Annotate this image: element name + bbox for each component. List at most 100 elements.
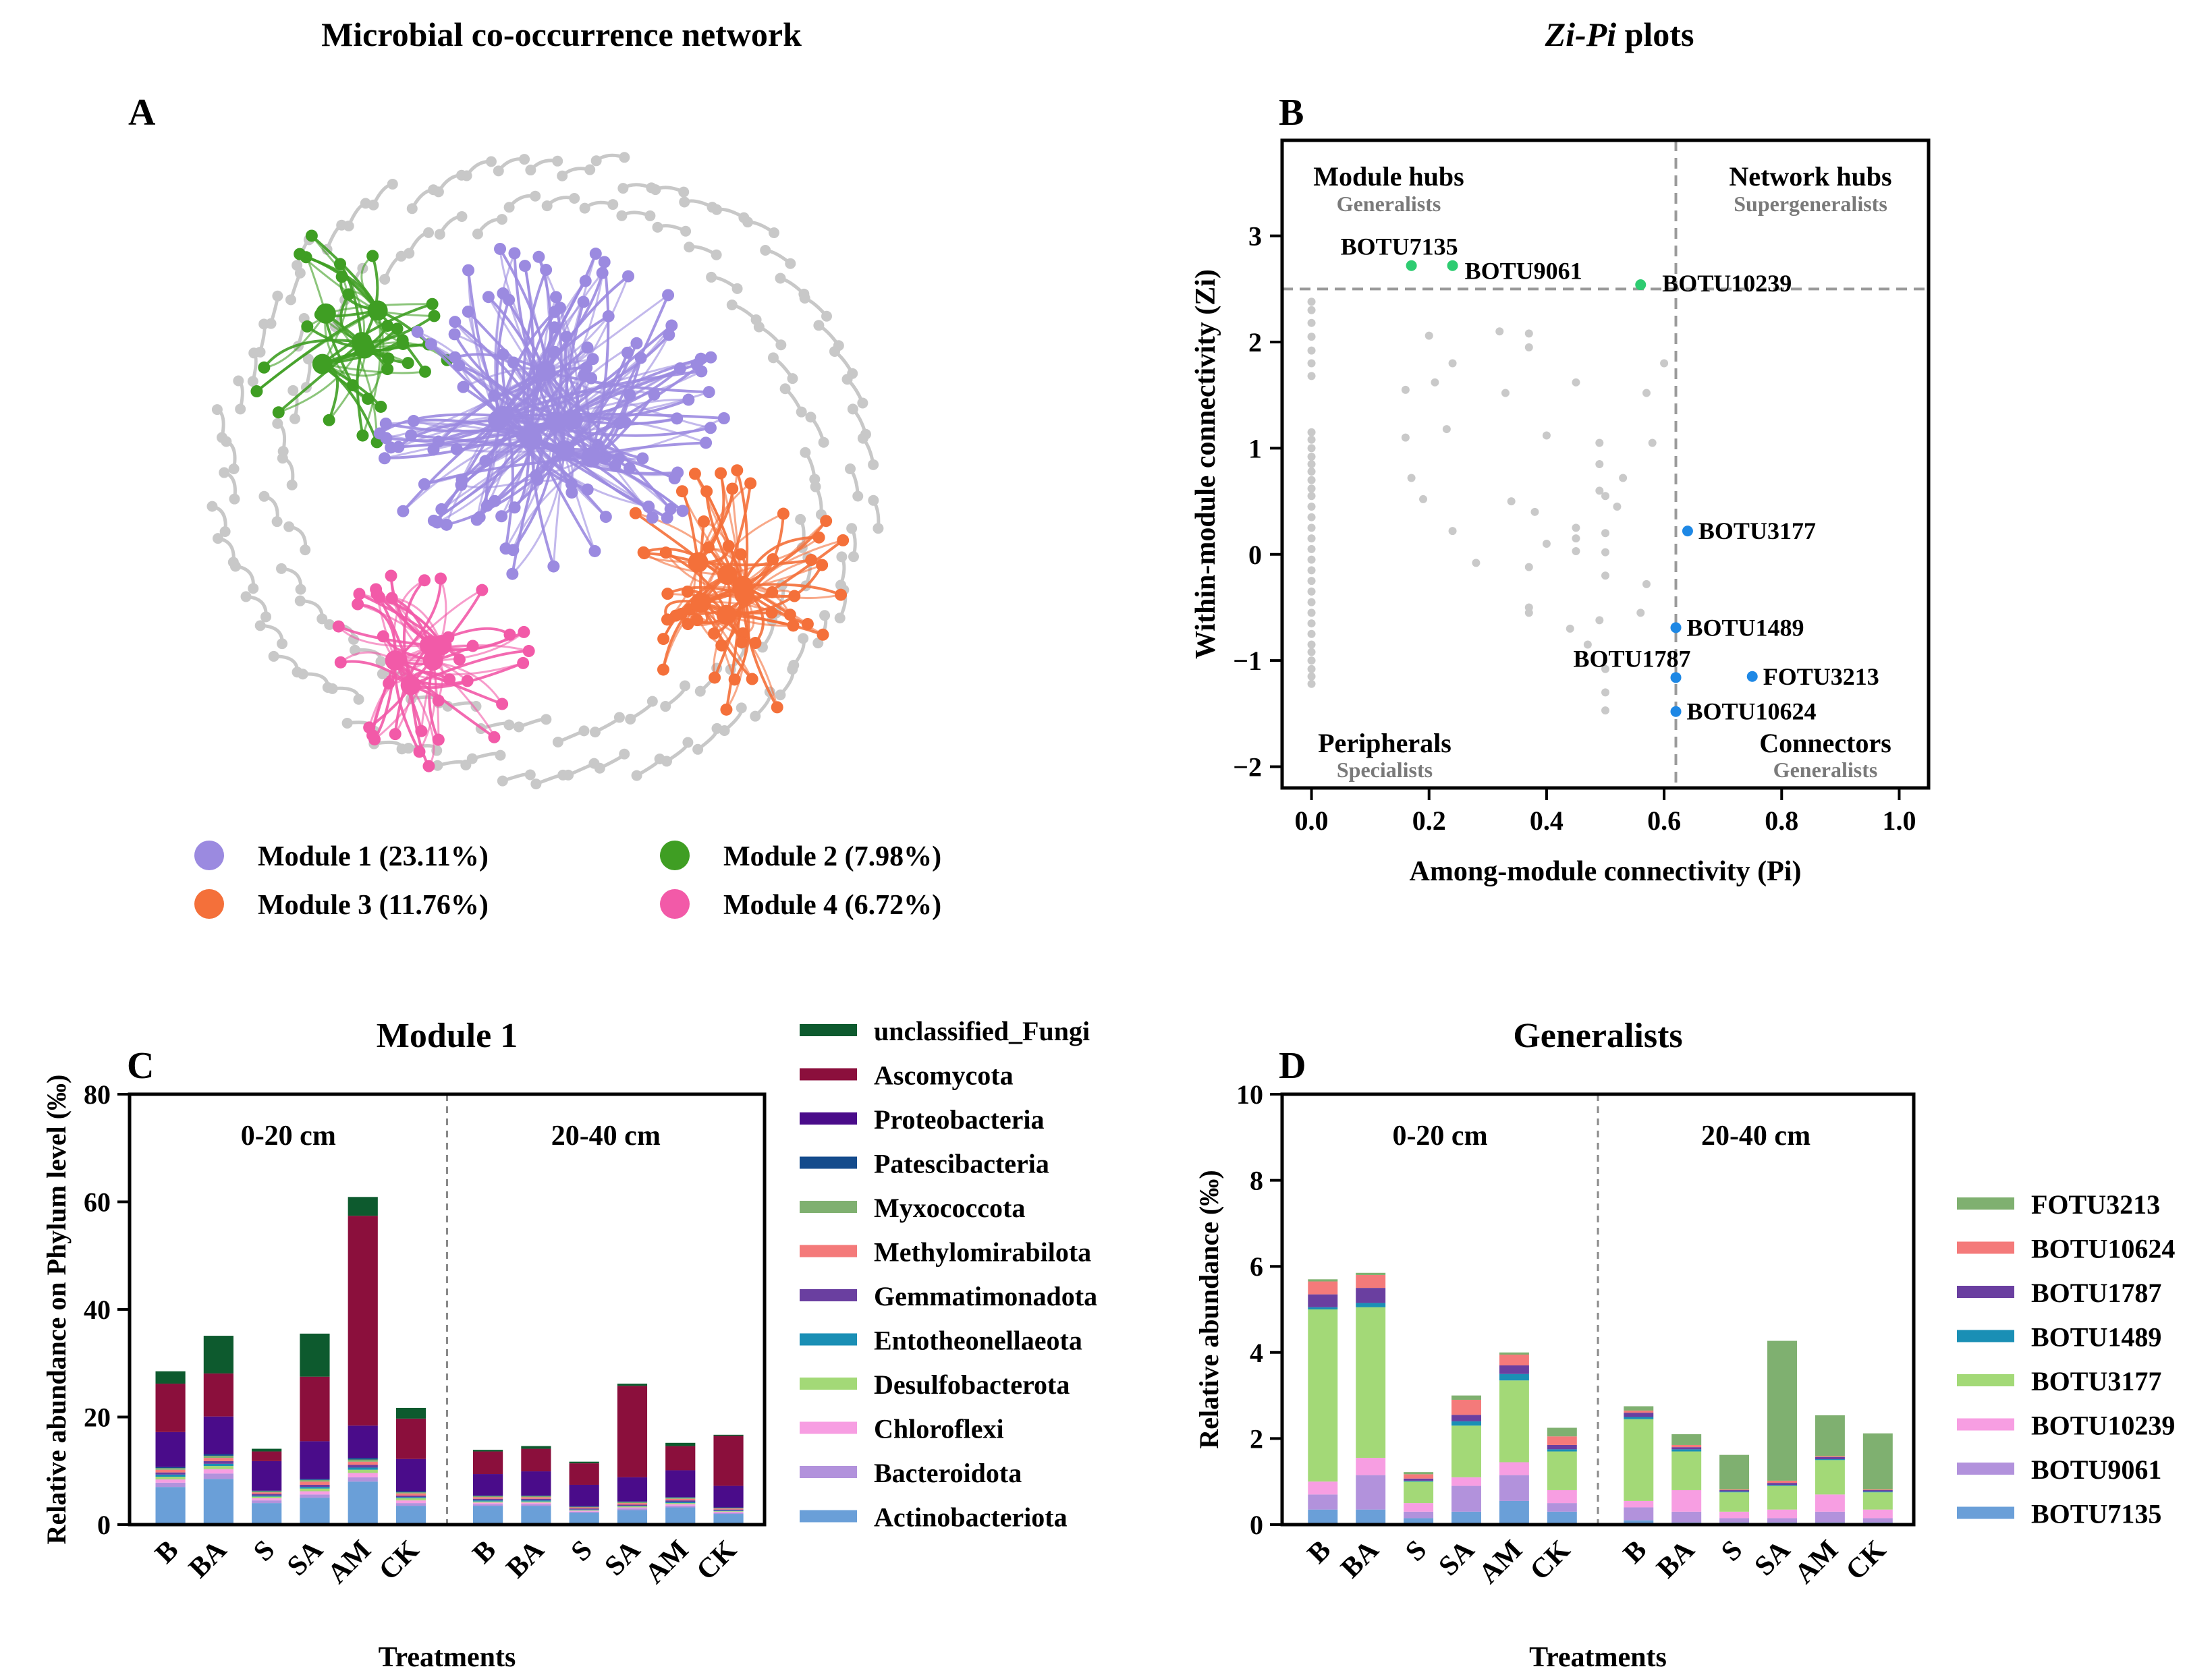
quadrant-module-hubs: Module hubs bbox=[1313, 161, 1464, 192]
panel-a-title: Microbial co-occurrence network bbox=[321, 16, 802, 53]
network-node bbox=[456, 210, 468, 222]
bar-segment bbox=[713, 1507, 744, 1508]
zipi-point bbox=[1524, 329, 1533, 338]
module1-edge bbox=[511, 421, 557, 575]
category-label: B bbox=[1302, 1535, 1337, 1570]
zipi-point bbox=[1601, 688, 1609, 697]
network-node bbox=[787, 664, 798, 675]
module1-node bbox=[418, 478, 431, 490]
zipi-point bbox=[1307, 598, 1316, 606]
x-tick-label: 0.0 bbox=[1295, 805, 1329, 836]
module2-hub-node bbox=[312, 353, 333, 374]
bar-segment bbox=[521, 1506, 551, 1525]
bar-segment bbox=[1404, 1474, 1434, 1479]
module1-edge bbox=[529, 417, 678, 437]
module4-node bbox=[518, 625, 530, 638]
bar-segment bbox=[1719, 1492, 1750, 1512]
zipi-point bbox=[1660, 359, 1669, 368]
y-axis-label: Relative abundance on Phylum level (‰) bbox=[41, 1075, 72, 1545]
module1-node bbox=[489, 494, 501, 507]
network-node bbox=[619, 152, 630, 163]
network-node bbox=[285, 294, 296, 306]
module4-node bbox=[432, 733, 445, 746]
zipi-quadrant-labels: Module hubs Generalists Network hubs Sup… bbox=[1313, 161, 1891, 782]
module1-node bbox=[630, 337, 643, 349]
zipi-point bbox=[1524, 608, 1533, 617]
module1-edge bbox=[522, 269, 548, 436]
bar-segment bbox=[203, 1416, 233, 1454]
bar-segment bbox=[1862, 1492, 1893, 1510]
module1-node bbox=[431, 516, 444, 529]
bar-segment bbox=[665, 1498, 696, 1499]
bar-segment bbox=[665, 1470, 696, 1498]
bar-segment bbox=[155, 1477, 186, 1480]
zipi-point-label: BOTU1489 bbox=[1687, 614, 1804, 641]
bar-segment bbox=[203, 1454, 233, 1456]
bar-segment bbox=[252, 1461, 282, 1491]
zipi-point bbox=[1307, 656, 1316, 665]
bar-segment bbox=[713, 1508, 744, 1510]
network-node bbox=[272, 418, 283, 429]
module1-hub-node bbox=[554, 440, 575, 461]
bar-segment bbox=[1767, 1483, 1797, 1485]
network-node bbox=[868, 494, 879, 506]
module4-node bbox=[385, 569, 397, 582]
module1-node bbox=[411, 325, 424, 338]
network-node bbox=[646, 696, 658, 707]
module1-node bbox=[664, 503, 677, 515]
depth-group-label: 20-40 cm bbox=[1701, 1121, 1810, 1152]
module1-node bbox=[494, 242, 507, 255]
module4-edge bbox=[394, 589, 483, 662]
zipi-point bbox=[1566, 624, 1574, 633]
network-node bbox=[387, 178, 398, 190]
bar-segment bbox=[348, 1473, 378, 1477]
bar-segment bbox=[1671, 1449, 1702, 1452]
network-node bbox=[798, 633, 809, 644]
module3-node bbox=[801, 618, 814, 631]
zipi-point bbox=[1572, 378, 1580, 387]
bar-segment bbox=[348, 1467, 378, 1470]
network-node bbox=[834, 613, 846, 624]
module1-node bbox=[589, 248, 602, 260]
x-tick-label: 0.4 bbox=[1530, 805, 1564, 836]
zipi-point bbox=[1595, 438, 1604, 447]
bar-segment bbox=[155, 1479, 186, 1483]
category-label: CK bbox=[691, 1534, 743, 1586]
legend-swatch bbox=[1957, 1197, 2014, 1210]
bar-segment bbox=[1862, 1433, 1893, 1490]
bar-segment bbox=[348, 1458, 378, 1460]
bar-segment bbox=[203, 1458, 233, 1461]
bar-segment bbox=[300, 1441, 330, 1479]
bar-segment bbox=[665, 1506, 696, 1508]
bar-segment bbox=[1671, 1444, 1702, 1448]
network-node bbox=[588, 758, 600, 769]
bar-segment bbox=[395, 1491, 426, 1493]
network-node bbox=[276, 563, 287, 574]
chart-title: Generalists bbox=[1513, 1017, 1682, 1055]
bar-segment bbox=[1404, 1503, 1434, 1512]
bar-segment bbox=[713, 1511, 744, 1513]
network-node bbox=[589, 727, 601, 738]
module2-node bbox=[366, 250, 379, 262]
network-node bbox=[277, 638, 288, 650]
y-tick-label: 8 bbox=[1250, 1166, 1263, 1196]
bar-segment bbox=[521, 1497, 551, 1499]
module2-edge bbox=[321, 276, 348, 365]
bar-segment bbox=[300, 1487, 330, 1489]
bar-segment bbox=[1451, 1425, 1481, 1477]
module4-node bbox=[435, 572, 447, 585]
category-label: BA bbox=[1335, 1534, 1385, 1584]
bar-segment bbox=[1404, 1481, 1434, 1504]
panel-a-letter: A bbox=[128, 92, 156, 134]
bar-segment bbox=[155, 1482, 186, 1488]
module1-edge bbox=[379, 413, 503, 435]
network-node bbox=[206, 501, 218, 512]
bar-segment bbox=[1815, 1494, 1845, 1512]
zipi-point bbox=[1307, 359, 1316, 368]
network-node bbox=[836, 551, 848, 563]
bar-segment bbox=[665, 1497, 696, 1498]
bar-segment bbox=[252, 1503, 282, 1525]
module2-node bbox=[294, 248, 306, 260]
network-node bbox=[497, 775, 508, 787]
